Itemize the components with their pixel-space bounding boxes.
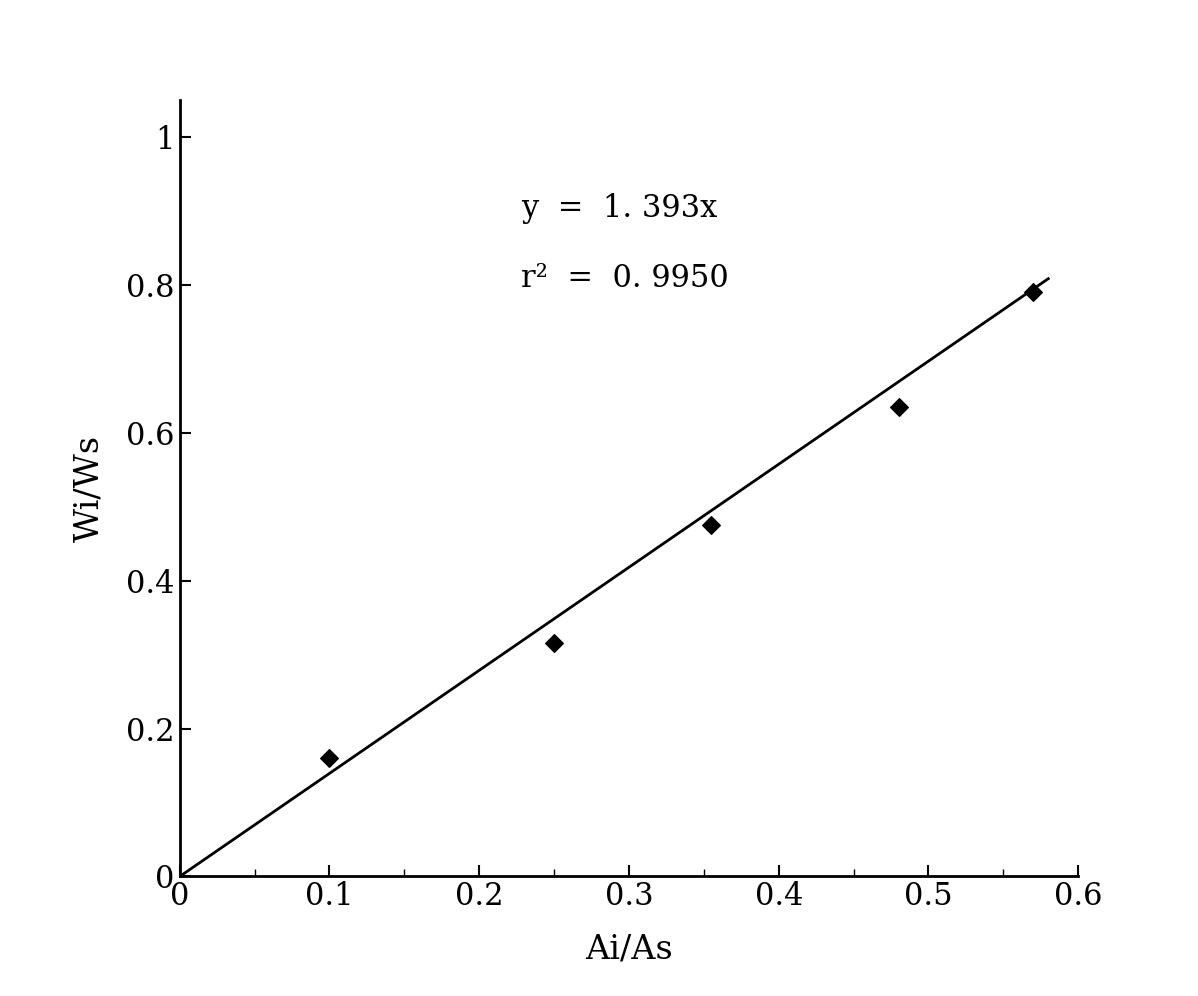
Point — [702, 517, 721, 533]
X-axis label: Ai/As: Ai/As — [585, 933, 673, 965]
Point — [889, 398, 908, 414]
Point — [320, 750, 339, 766]
Point — [545, 635, 564, 651]
Y-axis label: Wi/Ws: Wi/Ws — [73, 434, 105, 542]
Point — [1023, 284, 1042, 300]
Text: y  =  1. 393x: y = 1. 393x — [521, 193, 718, 224]
Text: r²  =  0. 9950: r² = 0. 9950 — [521, 263, 728, 294]
